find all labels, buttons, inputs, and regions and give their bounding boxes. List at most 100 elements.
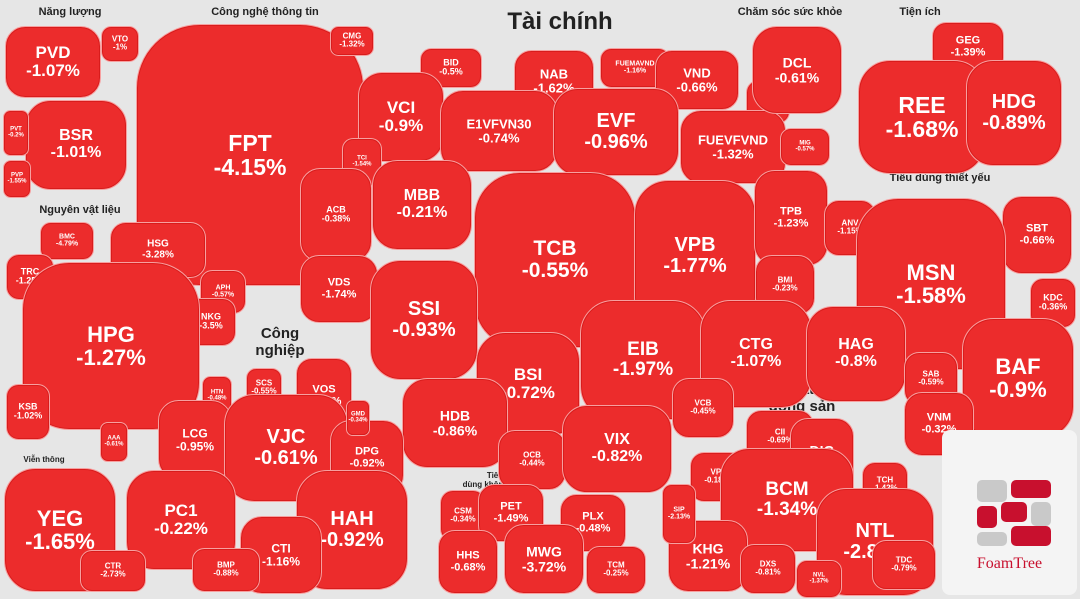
cell-mig[interactable]: MIG -0.57%	[780, 128, 830, 166]
cell-ticker: MBB	[403, 187, 441, 205]
cell-ticker: SBT	[1026, 222, 1048, 235]
cell-change: -0.21%	[396, 204, 448, 221]
cell-ticker: ACB	[326, 204, 346, 215]
cell-change: -0.55%	[521, 259, 589, 282]
cell-ticker: SAB	[922, 369, 940, 379]
group-label-csck: Chăm sóc sức khỏe	[737, 6, 843, 18]
cell-change: -1.15%	[837, 227, 863, 236]
cell-pvd[interactable]: PVD -1.07%	[5, 26, 101, 98]
cell-bmc[interactable]: BMC -4.79%	[40, 222, 94, 260]
cell-e1vfvn30[interactable]: E1VFVN30 -0.74%	[440, 90, 558, 172]
cell-vds[interactable]: VDS -1.74%	[300, 255, 378, 323]
cell-change: -1.32%	[339, 40, 365, 49]
cell-ticker: EVF	[596, 110, 636, 132]
cell-sip[interactable]: SIP -2.13%	[662, 484, 696, 544]
cell-change: -0.45%	[690, 407, 716, 416]
cell-change: -0.36%	[1038, 302, 1068, 312]
cell-vcb[interactable]: VCB -0.45%	[672, 378, 734, 438]
cell-change: -1%	[112, 43, 128, 52]
cell-dcl[interactable]: DCL -0.61%	[752, 26, 842, 114]
cell-ticker: TPB	[780, 205, 802, 218]
cell-ticker: VIX	[604, 431, 630, 449]
cell-ticker: HPG	[87, 321, 135, 347]
cell-ticker: VTO	[111, 34, 129, 44]
cell-change: -0.72%	[501, 383, 555, 402]
cell-ticker: PVT	[10, 126, 22, 133]
cell-change: -0.74%	[478, 130, 520, 145]
cell-vnd[interactable]: VND -0.66%	[655, 50, 739, 110]
cell-tdc[interactable]: TDC -0.79%	[872, 540, 936, 590]
cell-ticker: GEG	[955, 34, 981, 47]
cell-khg[interactable]: KHG -1.21%	[668, 520, 748, 592]
cell-change: -0.25%	[603, 569, 629, 578]
cell-hhs[interactable]: HHS -0.68%	[438, 530, 498, 594]
cell-evf[interactable]: EVF -0.96%	[553, 88, 679, 176]
cell-change: -0.93%	[392, 319, 456, 341]
group-label-cntt: Công nghệ thông tin	[211, 6, 319, 18]
cell-aaa[interactable]: AAA -0.61%	[100, 422, 128, 462]
cell-lcg[interactable]: LCG -0.95%	[158, 400, 232, 480]
cell-ticker: PVD	[35, 43, 71, 63]
cell-nvl[interactable]: NVL -1.37%	[796, 560, 842, 598]
cell-change: -0.88%	[213, 569, 239, 578]
cell-pvp[interactable]: PVP -1.55%	[3, 160, 31, 198]
cell-change: -1.01%	[50, 144, 102, 161]
cell-baf[interactable]: BAF -0.9%	[962, 318, 1074, 438]
group-label-tien-ich: Tiện ích	[899, 6, 941, 18]
cell-change: -0.5%	[439, 67, 463, 77]
cell-change: -0.23%	[772, 284, 798, 293]
cell-acb[interactable]: ACB -0.38%	[300, 168, 372, 262]
cell-tpb[interactable]: TPB -1.23%	[754, 170, 828, 266]
cell-change: -0.57%	[211, 292, 235, 299]
cell-ticker: KDC	[1043, 292, 1063, 303]
cell-mwg[interactable]: MWG -3.72%	[504, 524, 584, 594]
cell-mbb[interactable]: MBB -0.21%	[372, 160, 472, 250]
cell-hag[interactable]: HAG -0.8%	[806, 306, 906, 402]
cell-ocb[interactable]: OCB -0.44%	[498, 430, 566, 490]
foamtree-logo-text: FoamTree	[976, 555, 1043, 572]
cell-ticker: HSG	[147, 238, 169, 250]
cell-ticker: KHG	[692, 540, 724, 557]
cell-change: -1.16%	[623, 68, 647, 75]
cell-ticker: CSM	[454, 506, 472, 516]
cell-cmg[interactable]: CMG -1.32%	[330, 26, 374, 56]
cell-ticker: KSB	[18, 401, 38, 412]
cell-ssi[interactable]: SSI -0.93%	[370, 260, 478, 380]
cell-ticker: NKG	[201, 311, 221, 322]
cell-change: -3.28%	[142, 249, 174, 260]
cell-vix[interactable]: VIX -0.82%	[562, 405, 672, 493]
cell-ksb[interactable]: KSB -1.02%	[6, 384, 50, 440]
cell-ticker: CTI	[271, 541, 291, 556]
cell-ticker: MIG	[799, 140, 811, 147]
cell-vto[interactable]: VTO -1%	[101, 26, 139, 62]
cell-ticker: VND	[683, 65, 711, 81]
cell-bsi[interactable]: BSI -0.72%	[476, 332, 580, 436]
cell-hdb[interactable]: HDB -0.86%	[402, 378, 508, 468]
cell-bsr[interactable]: BSR -1.01%	[25, 100, 127, 190]
cell-ticker: TCI	[357, 155, 367, 162]
cell-dxs[interactable]: DXS -0.81%	[740, 544, 796, 594]
cell-ticker: PLX	[582, 510, 604, 523]
cell-sbt[interactable]: SBT -0.66%	[1002, 196, 1072, 274]
cell-gmd[interactable]: GMD -0.34%	[346, 400, 370, 436]
cell-ree[interactable]: REE -1.68%	[858, 60, 986, 174]
cell-change: -0.22%	[154, 519, 208, 538]
cell-pvt[interactable]: PVT -0.2%	[3, 110, 29, 156]
cell-change: -0.89%	[982, 112, 1046, 134]
cell-bid[interactable]: BID -0.5%	[420, 48, 482, 88]
cell-change: -0.82%	[591, 448, 643, 465]
cell-ticker: CTG	[739, 336, 773, 354]
cell-ticker: HAH	[330, 508, 374, 530]
cell-ticker: HDG	[991, 91, 1037, 113]
cell-ticker: VJC	[266, 426, 306, 448]
cell-change: -0.92%	[349, 457, 385, 469]
cell-bmp[interactable]: BMP -0.88%	[192, 548, 260, 592]
cell-ticker: EIB	[627, 339, 659, 361]
cell-ctr[interactable]: CTR -2.73%	[80, 550, 146, 592]
cell-hdg[interactable]: HDG -0.89%	[966, 60, 1062, 166]
cell-ticker: LCG	[182, 426, 208, 441]
cell-change: -0.66%	[1019, 234, 1055, 246]
cell-change: -0.38%	[321, 214, 351, 224]
cell-tcm[interactable]: TCM -0.25%	[586, 546, 646, 594]
cell-ticker: PET	[500, 500, 522, 513]
